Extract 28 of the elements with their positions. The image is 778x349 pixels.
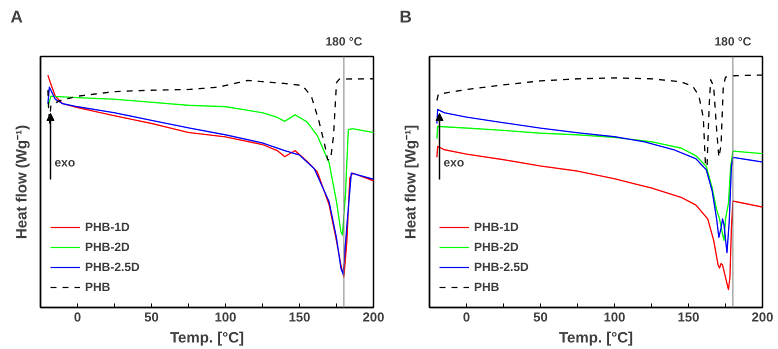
x-axis-title: Temp. [°C] bbox=[558, 330, 634, 346]
legend-label: PHB-2.5D bbox=[85, 260, 140, 274]
legend-label: PHB bbox=[85, 280, 110, 294]
legend-label: PHB bbox=[474, 280, 500, 294]
x-tick-label: 200 bbox=[362, 310, 384, 324]
x-tick-label: 50 bbox=[533, 310, 548, 324]
x-tick-label: 200 bbox=[752, 310, 774, 324]
ref-line-label: 180 °C bbox=[714, 34, 752, 48]
annotation: exo bbox=[54, 156, 76, 170]
x-tick-label: 100 bbox=[214, 310, 236, 324]
x-tick-label: 100 bbox=[604, 310, 626, 324]
x-tick-label: 50 bbox=[144, 310, 159, 324]
annotation: exo bbox=[444, 156, 464, 170]
x-axis-title: Temp. [°C] bbox=[170, 330, 244, 346]
x-tick-label: 150 bbox=[288, 310, 310, 324]
legend-label: PHB-1D bbox=[85, 220, 130, 234]
legend-label: PHB-2.5D bbox=[474, 260, 529, 274]
legend-label: PHB-2D bbox=[474, 240, 519, 254]
legend-label: PHB-2D bbox=[85, 240, 130, 254]
x-tick-label: 0 bbox=[462, 310, 470, 324]
chart-title: A bbox=[10, 8, 23, 26]
ref-line-label: 180 °C bbox=[325, 34, 363, 48]
chart-title: B bbox=[400, 8, 412, 26]
x-tick-label: 0 bbox=[74, 310, 82, 324]
y-axis-title: Heat flow (Wg⁻¹) bbox=[14, 124, 30, 240]
legend-label: PHB-1D bbox=[474, 220, 519, 234]
y-axis-title: Heat flow [Wg⁻¹] bbox=[402, 124, 420, 240]
x-tick-label: 150 bbox=[678, 310, 700, 324]
